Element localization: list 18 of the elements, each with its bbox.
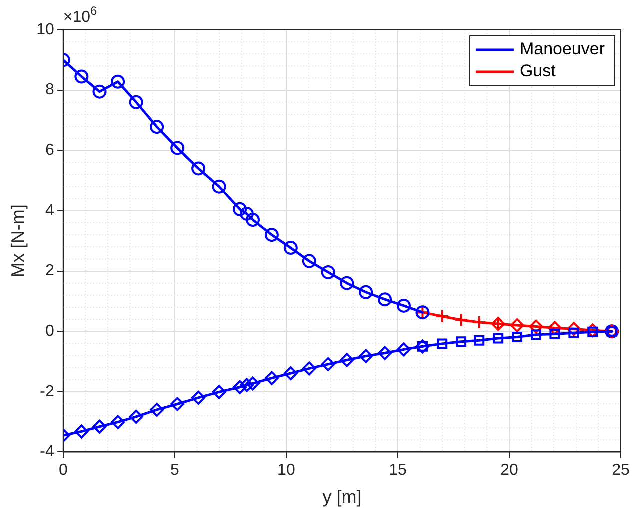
y-tick-label: 6 — [45, 142, 54, 160]
y-tick-label: 2 — [45, 262, 54, 280]
x-tick-label: 5 — [170, 462, 180, 480]
y-axis-title: Mx [N-m] — [8, 204, 28, 278]
x-tick-label: 15 — [389, 462, 407, 480]
x-tick-label: 20 — [500, 462, 518, 480]
y-tick-label: 8 — [45, 82, 54, 99]
x-tick-label: 10 — [278, 462, 296, 480]
y-tick-label: -2 — [40, 383, 54, 400]
y-tick-label: 10 — [36, 21, 54, 38]
x-tick-label: 25 — [612, 462, 630, 480]
y-tick-label: -4 — [40, 444, 54, 461]
x-tick-label: 0 — [58, 462, 68, 480]
y-tick-label: 0 — [45, 322, 54, 340]
legend-label: Gust — [520, 62, 556, 81]
y-tick-label: 4 — [45, 202, 54, 220]
legend-label: Manoeuver — [520, 40, 606, 59]
x-axis-title: y [m] — [322, 487, 362, 508]
